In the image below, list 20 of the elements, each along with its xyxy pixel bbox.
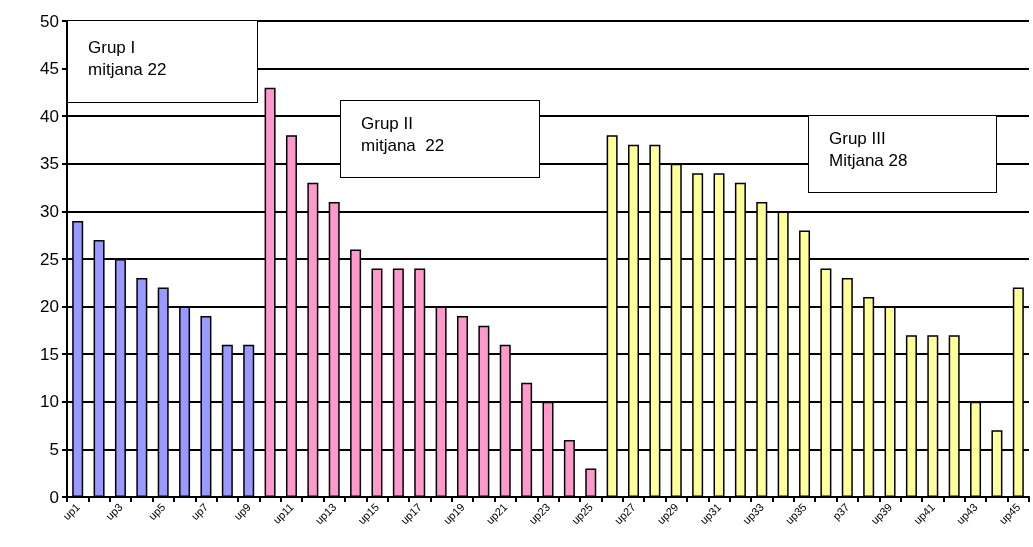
y-tick-label: 50 xyxy=(40,11,59,31)
x-tick-label: up7 xyxy=(188,500,211,523)
text-box: Grup III Mitjana 28 xyxy=(808,115,997,193)
y-tick-label: 40 xyxy=(40,106,59,126)
x-tick-label: up9 xyxy=(231,500,253,523)
y-tick-label: 35 xyxy=(40,154,59,174)
y-tick-label: 10 xyxy=(40,392,59,412)
y-tick-label: 0 xyxy=(49,487,59,507)
y-tick-label: 15 xyxy=(40,344,59,364)
y-tick-label: 5 xyxy=(49,439,59,459)
bar xyxy=(585,468,597,497)
x-tick-label: up1 xyxy=(60,500,82,523)
text-box: Grup II mitjana 22 xyxy=(340,100,540,178)
x-tick-label: up3 xyxy=(103,500,125,523)
y-tick-label: 45 xyxy=(40,59,59,79)
text-box: Grup I mitjana 22 xyxy=(67,20,258,103)
y-tick-label: 25 xyxy=(40,249,59,269)
x-tick-label: up5 xyxy=(146,500,168,523)
y-tick-label: 30 xyxy=(40,201,59,221)
y-tick-label: 20 xyxy=(40,297,59,317)
